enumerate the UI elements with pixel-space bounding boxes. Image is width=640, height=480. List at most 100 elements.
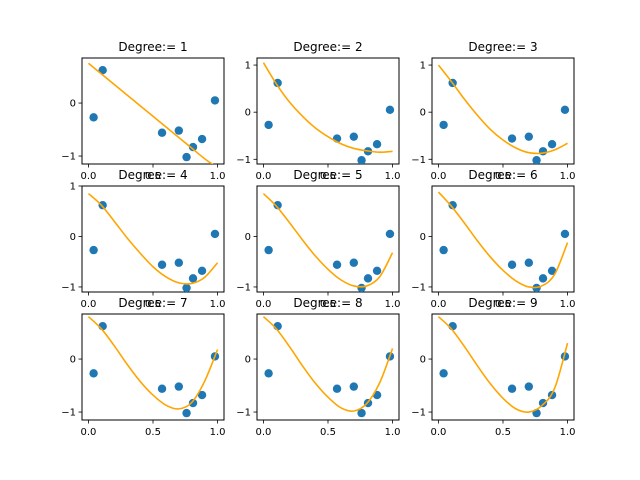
fit-line-degree-5 [262,192,394,288]
subplot-title: Degree:= 2 [293,40,362,54]
data-point [174,126,184,135]
y-tick-label: −1 [236,155,251,166]
subplot-title: Degree:= 8 [293,296,362,310]
subplot-degree-3: 0.0 0.5 1.0 −1 0 1 Degree:= 3 [411,40,575,182]
x-tick-label: 0.0 [81,427,97,438]
fit-line-degree-9 [437,316,569,413]
data-point [273,200,282,210]
plot-area [262,62,395,164]
x-tick-label: 0.5 [320,171,336,182]
data-point [357,408,366,418]
x-tick-label: 0.0 [81,171,97,182]
y-tick-label: −1 [61,282,76,293]
fit-line-degree-7 [87,316,219,410]
data-point [538,274,548,283]
data-point [157,384,167,393]
data-point [197,134,207,144]
x-tick-label: 0.5 [145,171,161,182]
data-point [372,266,382,275]
plot-area [262,192,395,292]
data-point [197,266,207,275]
x-tick-label: 1.0 [385,427,401,438]
y-tick-label: −1 [61,152,76,163]
fit-line-degree-2 [262,62,393,154]
data-point [349,132,359,141]
axes-frame [431,313,575,421]
data-point [89,245,98,255]
subplot-degree-7: 0.0 0.5 1.0 −1 0 Degree:= 7 [61,296,225,438]
subplot-title: Degree:= 1 [118,40,187,54]
x-tick-label: 0.0 [431,299,447,310]
y-tick-label: 1 [245,61,251,72]
data-point [174,258,184,267]
y-tick-label: 0 [70,232,76,243]
data-point [385,229,395,239]
y-tick-label: 1 [420,61,426,72]
data-point [89,369,98,378]
y-tick-label: −1 [236,282,251,293]
subplot-degree-1: 0.0 0.5 1.0 −1 0 Degree:= 1 [61,40,225,182]
data-point [507,134,517,143]
data-point [524,258,534,267]
y-tick-label: 0 [420,355,426,366]
x-tick-label: 1.0 [210,427,226,438]
data-point [547,140,557,149]
x-tick-label: 0.5 [145,427,161,438]
data-point [264,120,273,130]
subplot-title: Degree:= 3 [468,40,537,54]
data-point [264,245,273,255]
fit-line-degree-3 [437,64,568,155]
plot-area [262,316,395,418]
subplot-title: Degree:= 7 [118,296,187,310]
y-tick-label: 0 [70,355,76,366]
data-point [372,140,382,149]
x-tick-label: 0.5 [145,299,161,310]
data-point [188,274,198,283]
plot-area [437,191,570,292]
fit-line-degree-6 [437,191,569,289]
data-point [157,260,167,269]
y-tick-label: −1 [236,408,251,419]
subplot-degree-9: 0.0 0.5 1.0 −1 0 Degree:= 9 [411,296,575,438]
data-point [560,229,570,239]
x-tick-label: 0.0 [431,427,447,438]
x-tick-label: 0.5 [320,427,336,438]
subplot-degree-2: 0.0 0.5 1.0 −1 0 1 Degree:= 2 [236,40,400,182]
x-tick-label: 0.0 [256,427,272,438]
fit-line-degree-4 [87,192,219,285]
data-point [174,382,184,391]
subplot-title: Degree:= 4 [118,168,187,182]
plot-area [87,62,220,164]
x-tick-label: 0.5 [495,427,511,438]
subplot-degree-6: 0.0 0.5 1.0 −1 0 Degree:= 6 [411,168,575,310]
subplot-degree-4: 0.0 0.5 1.0 −1 0 1 Degree:= 4 [61,168,225,310]
y-tick-label: 0 [245,108,251,119]
axes-frame [81,57,225,165]
y-tick-label: −1 [61,408,76,419]
data-point [273,78,282,88]
x-tick-label: 0.5 [495,299,511,310]
data-point [188,142,198,152]
data-point [532,156,541,164]
data-point [357,156,366,164]
data-point [182,152,191,162]
data-point [210,229,220,239]
data-point [385,105,395,115]
data-point [507,384,517,393]
subplot-grid: 0.0 0.5 1.0 −1 0 Degree:= 1 0.0 0.5 1.0 −1 0 1 Degre… [61,40,575,438]
x-tick-label: 1.0 [385,171,401,182]
y-tick-label: −1 [411,282,426,293]
data-point [89,113,98,122]
y-tick-label: 0 [70,99,76,110]
x-tick-label: 0.0 [256,299,272,310]
subplot-title: Degree:= 6 [468,168,537,182]
x-tick-label: 1.0 [560,427,576,438]
data-point [538,398,548,408]
data-point [507,260,517,269]
data-point [157,128,167,137]
data-point [363,274,373,283]
data-point [439,245,448,255]
subplot-degree-8: 0.0 0.5 1.0 −1 0 Degree:= 8 [236,296,400,438]
data-point [560,105,570,115]
data-point [448,200,457,210]
